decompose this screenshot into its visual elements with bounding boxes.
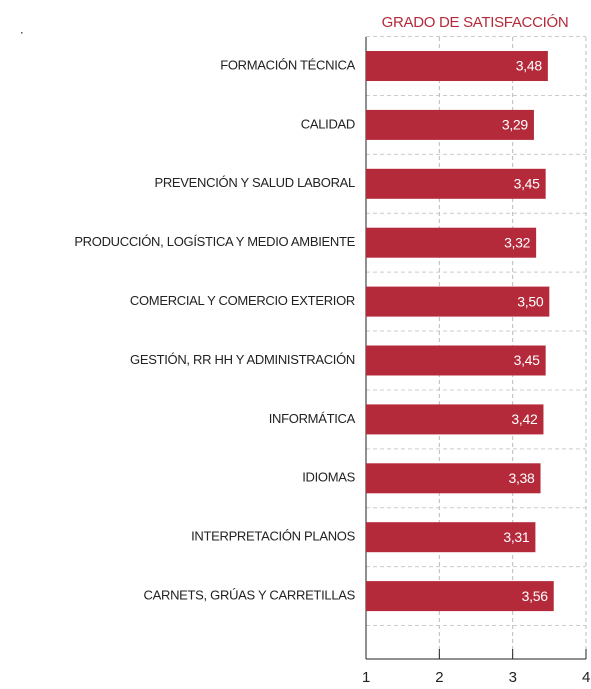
x-tick-label: 1 — [362, 669, 370, 686]
bar — [366, 109, 534, 140]
bar — [366, 522, 536, 553]
category-label: CALIDAD — [301, 116, 355, 131]
value-label: 3,29 — [502, 117, 529, 133]
category-label: GESTIÓN, RR HH Y ADMINISTRACIÓN — [130, 352, 355, 367]
bar — [366, 404, 544, 435]
value-label: 3,50 — [517, 293, 544, 309]
x-tick-label: 4 — [582, 669, 590, 686]
value-label: 3,38 — [508, 470, 535, 486]
x-tick-label: 2 — [435, 669, 443, 686]
category-label: IDIOMAS — [302, 470, 355, 485]
bar — [366, 227, 537, 258]
category-label: PREVENCIÓN Y SALUD LABORAL — [154, 175, 355, 190]
value-label: 3,31 — [503, 529, 530, 545]
category-label: INTERPRETACIÓN PLANOS — [191, 529, 356, 544]
category-label: FORMACIÓN TÉCNICA — [220, 57, 355, 72]
chart-title: GRADO DE SATISFACCIÓN — [382, 14, 569, 31]
value-label: 3,32 — [504, 234, 531, 250]
x-tick-label: 3 — [509, 669, 517, 686]
bar — [366, 581, 554, 612]
category-label: COMERCIAL Y COMERCIO EXTERIOR — [130, 293, 355, 308]
value-label: 3,42 — [511, 411, 538, 427]
category-label: CARNETS, GRÚAS Y CARRETILLAS — [144, 588, 356, 603]
category-label: PRODUCCIÓN, LOGÍSTICA Y MEDIO AMBIENTE — [74, 234, 355, 249]
category-label: INFORMÁTICA — [269, 411, 356, 426]
value-label: 3,45 — [514, 352, 541, 368]
bar — [366, 345, 546, 376]
marker: . — [20, 21, 23, 36]
bar — [366, 286, 550, 317]
bar — [366, 168, 546, 199]
bar — [366, 51, 548, 81]
value-label: 3,45 — [514, 176, 541, 192]
value-label: 3,56 — [522, 588, 549, 604]
value-label: 3,48 — [516, 58, 543, 74]
bar — [366, 463, 541, 494]
